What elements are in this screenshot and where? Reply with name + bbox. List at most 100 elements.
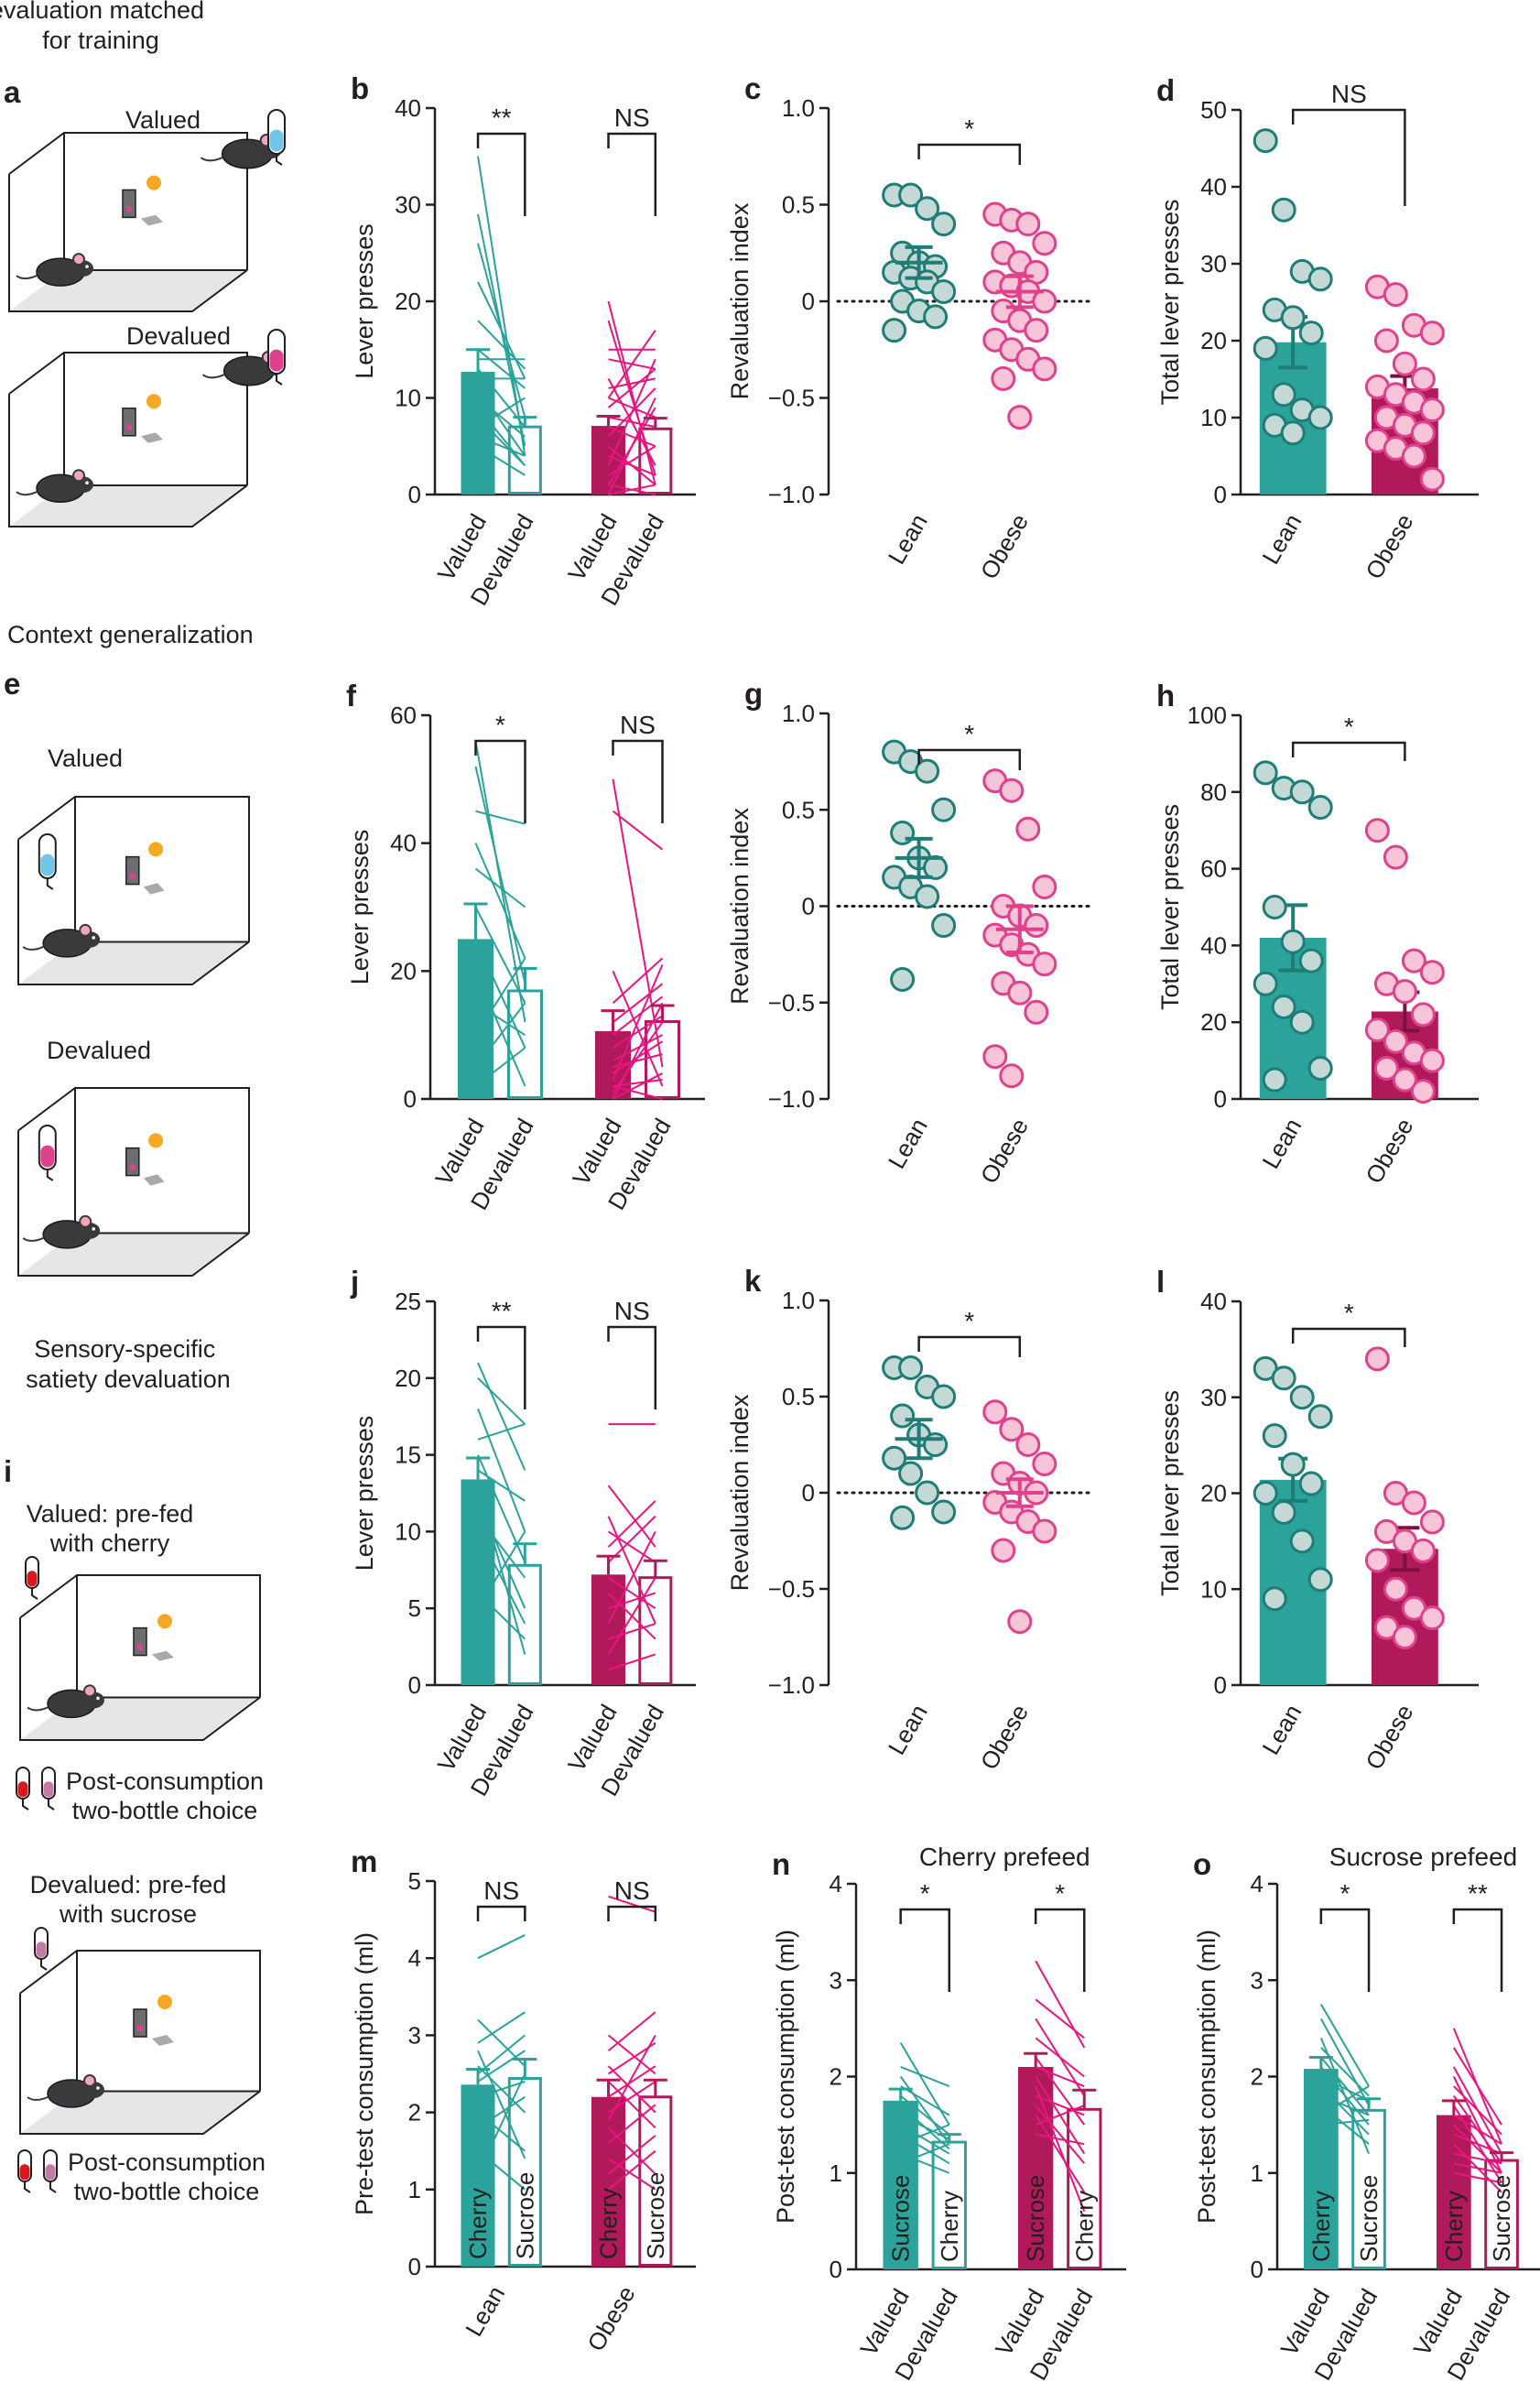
paired-line — [477, 1469, 526, 1502]
bar-label: Sucrose — [511, 2172, 538, 2259]
paired-line — [607, 1530, 656, 1625]
illustrations: Valued Devalued Valued Devalued Valued: pre-… — [8, 106, 286, 2205]
paired-line — [607, 358, 656, 466]
paired-line — [612, 970, 664, 1087]
y-tick-label: 20 — [390, 957, 417, 984]
mouse-icon — [27, 2074, 104, 2108]
y-tick-label: 4 — [830, 1870, 842, 1898]
paired-line — [477, 2034, 526, 2075]
bar-label: Cherry — [595, 2188, 623, 2259]
data-point — [1410, 1538, 1436, 1563]
chart-c: c −1.0 −0.5 0 0.5 1.0 Revaluation index Lean Obe… — [726, 71, 1096, 583]
data-point — [1015, 1432, 1041, 1457]
bar-label: Cherry — [936, 2191, 963, 2262]
paired-line — [608, 1895, 656, 1913]
data-point — [1032, 356, 1057, 382]
data-point — [1419, 466, 1445, 492]
y-tick-label: 0 — [408, 2253, 421, 2280]
data-point — [1032, 874, 1057, 899]
paired-line — [612, 957, 664, 1004]
sig-label: * — [920, 1879, 930, 1908]
paired-line — [477, 2080, 526, 2098]
sig-bracket — [474, 739, 526, 823]
bar-label: Cherry — [464, 2188, 492, 2259]
data-point — [1253, 128, 1278, 154]
data-point — [931, 1384, 957, 1409]
paired-line — [900, 2124, 950, 2146]
data-point — [1015, 212, 1041, 237]
paired-line — [1035, 1998, 1085, 2039]
paired-line — [477, 1500, 526, 1609]
y-tick-label: 40 — [1200, 931, 1227, 959]
paired-line — [477, 1516, 526, 1579]
y-tick-label: 1 — [830, 2159, 842, 2187]
chart-m: m 0 1 2 3 4 5 Pre-test consumption (ml) NS NS Cher… — [351, 1844, 696, 2355]
y-tick-label: 20 — [1200, 327, 1227, 354]
paired-line — [1035, 2105, 1086, 2164]
paired-line — [607, 2081, 656, 2129]
data-point — [1271, 994, 1296, 1019]
y-axis-label: Post-test consumption (ml) — [1193, 1930, 1220, 2224]
paired-line — [1035, 2133, 1085, 2146]
data-point — [1032, 952, 1057, 977]
bar-label: Sucrose — [1488, 2175, 1515, 2262]
paired-line — [474, 1002, 526, 1037]
section-title-satiety: Sensory-specific satiety devaluation — [26, 1335, 231, 1393]
sig-bracket — [1452, 1908, 1503, 1992]
data-point — [1032, 1452, 1057, 1476]
paired-line — [900, 2152, 950, 2174]
x-tick-label: Obese — [1360, 1114, 1418, 1188]
paired-line — [607, 2034, 656, 2075]
paired-line — [607, 2011, 656, 2052]
data-point — [1307, 795, 1333, 821]
data-point — [1007, 405, 1033, 430]
panel-letter-h: h — [1156, 679, 1175, 712]
y-tick-label: 3 — [830, 1966, 842, 1994]
data-point — [1364, 1346, 1390, 1372]
panel-letter-d: d — [1156, 73, 1175, 107]
sig-label: * — [964, 114, 974, 143]
paired-line — [474, 1002, 526, 1068]
data-point — [1262, 1067, 1287, 1093]
light-icon — [148, 1133, 164, 1148]
paired-line — [608, 484, 656, 495]
y-tick-label: 1 — [408, 2176, 421, 2203]
cage-devalued-e — [17, 1087, 250, 1277]
paired-line — [477, 416, 526, 467]
paired-line — [607, 397, 656, 495]
mouse-icon — [22, 923, 101, 958]
paired-line — [1453, 2133, 1502, 2155]
bottle-icon — [43, 2149, 58, 2193]
paired-line — [477, 1362, 526, 1471]
y-tick-label: 0 — [830, 2256, 842, 2283]
y-tick-label: −1.0 — [768, 1671, 815, 1699]
paired-line — [1320, 2105, 1370, 2145]
mouse-icon — [27, 1684, 104, 1719]
paired-line — [608, 416, 656, 429]
paired-line — [612, 983, 664, 1023]
y-tick-label: 0 — [404, 1085, 417, 1113]
data-point — [890, 821, 916, 846]
data-point — [1364, 1548, 1390, 1573]
data-point — [1298, 321, 1324, 346]
chart-title: Cherry prefeed — [919, 1843, 1090, 1871]
cage-valued-e — [17, 796, 250, 985]
y-axis-label: Pre-test consumption (ml) — [351, 1932, 378, 2215]
panel-letter-a: a — [4, 75, 21, 109]
y-tick-label: 3 — [1251, 1966, 1263, 1994]
label-devalued-e: Devalued — [47, 1037, 151, 1064]
data-point — [1024, 318, 1049, 343]
label-valued-a: Valued — [125, 106, 201, 134]
data-point — [1307, 405, 1333, 430]
paired-line — [900, 2066, 950, 2087]
data-point — [1280, 1452, 1306, 1477]
data-point — [1024, 913, 1049, 939]
data-point — [1007, 1609, 1033, 1635]
data-point — [1410, 420, 1436, 446]
data-point — [1373, 1055, 1399, 1081]
paired-line — [607, 2149, 656, 2191]
sig-label: * — [1344, 1299, 1354, 1327]
section-title-context: Context generalization — [7, 621, 254, 648]
paired-line — [900, 2143, 950, 2165]
